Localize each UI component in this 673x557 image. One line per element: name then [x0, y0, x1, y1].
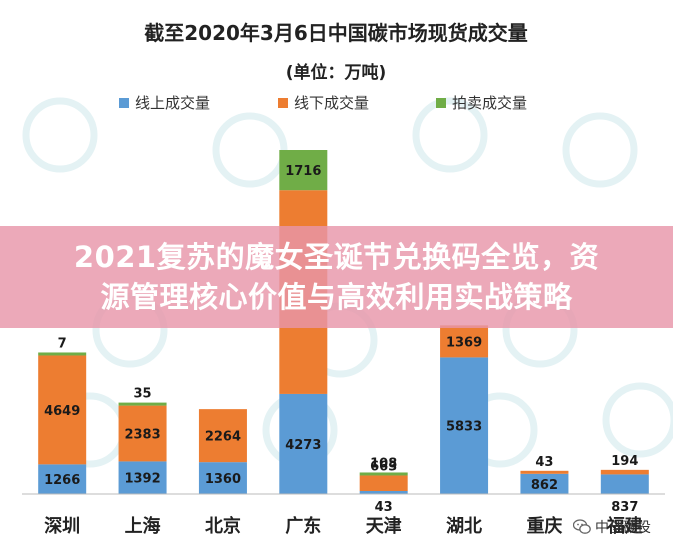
data-label: 1360 [205, 472, 241, 487]
data-label: 1716 [285, 164, 321, 179]
data-label: 2264 [205, 430, 241, 445]
bar-segment [359, 472, 408, 476]
chart-subtitle: (单位：万吨) [286, 62, 387, 83]
bars: 1266 4649 7 1392 2383 35 1360 2264 4273 1716 43 663… [38, 150, 649, 515]
overlay-banner: 2021复苏的魔女圣诞节兑换码全览，资 源管理核心价值与高效利用实战策略 [0, 226, 673, 328]
x-tick-labels: 深圳 上海 北京 广东 天津 湖北 重庆 福建 [44, 515, 643, 537]
data-label: 4649 [44, 404, 80, 419]
data-label: 837 [611, 500, 638, 515]
data-label: 1392 [124, 472, 160, 487]
x-tick-label: 天津 [366, 515, 402, 537]
legend-swatch [278, 98, 288, 108]
data-label: 108 [370, 456, 397, 471]
data-label: 4273 [285, 438, 321, 453]
bar-segment [38, 352, 87, 356]
overlay-line-1: 2021复苏的魔女圣诞节兑换码全览，资 [73, 240, 600, 274]
bar-segment [38, 355, 87, 465]
legend-label: 线上成交量 [135, 94, 210, 112]
bar-segment [38, 464, 87, 494]
watermark-circle [412, 97, 488, 173]
data-label: 194 [611, 454, 638, 469]
watermark-circle [602, 382, 673, 458]
bar-segment [359, 475, 408, 491]
bar-segment [440, 325, 489, 358]
data-label: 43 [375, 500, 393, 515]
bar-segment [279, 150, 328, 191]
bar-segment [279, 393, 328, 494]
bar-segment [118, 461, 167, 494]
wechat-icon [573, 519, 591, 534]
bar-segment [520, 473, 569, 494]
data-label: 2383 [124, 427, 160, 442]
overlay-line-2: 源管理核心价值与高效利用实战策略 [100, 280, 573, 314]
data-label: 862 [531, 478, 558, 493]
bar-segment [198, 462, 247, 494]
x-tick-label: 湖北 [446, 516, 482, 537]
legend-label: 线下成交量 [294, 94, 369, 112]
legend-swatch [119, 98, 129, 108]
x-tick-label: 上海 [125, 515, 161, 537]
x-tick-label: 广东 [285, 515, 321, 537]
data-label: 35 [134, 387, 152, 402]
data-label: 1369 [446, 335, 482, 350]
data-label: 7 [58, 336, 67, 351]
bar-segment [118, 405, 167, 462]
chart-title: 截至2020年3月6日中国碳市场现货成交量 [144, 21, 528, 45]
background-watermarks [22, 97, 673, 468]
data-label: 43 [535, 455, 553, 470]
bar-segment [600, 469, 649, 475]
watermark-badge: 中创碳投 [573, 517, 651, 537]
bar-segment [440, 357, 489, 494]
x-tick-label: 深圳 [44, 515, 80, 537]
data-label: 663 [370, 459, 397, 474]
legend: 线上成交量 线下成交量 拍卖成交量 [119, 94, 527, 112]
data-label: 1266 [44, 473, 80, 488]
bar-segment [600, 474, 649, 494]
x-tick-label: 重庆 [526, 515, 562, 537]
x-tick-label: 福建 [606, 515, 643, 537]
x-tick-label: 北京 [205, 515, 241, 537]
watermark-circle [562, 112, 638, 188]
watermark-label: 中创碳投 [595, 520, 651, 536]
legend-label: 拍卖成交量 [452, 94, 527, 112]
bar-segment [198, 409, 247, 463]
data-label: 5833 [446, 420, 482, 435]
bar-segment [118, 402, 167, 406]
watermark-circle [22, 97, 98, 173]
legend-swatch [436, 98, 446, 108]
watermark-circle [212, 112, 288, 188]
bar-segment [520, 470, 569, 474]
bar-segment [359, 491, 408, 494]
